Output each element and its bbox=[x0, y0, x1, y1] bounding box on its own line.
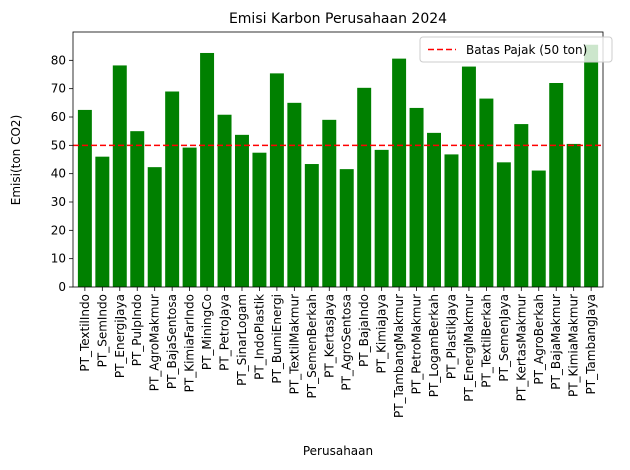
x-tick-label: PT_KertasJaya bbox=[322, 294, 336, 378]
bar bbox=[427, 132, 441, 287]
x-tick-label: PT_PetroJaya bbox=[218, 294, 232, 371]
y-tick-label: 80 bbox=[51, 53, 66, 67]
bar bbox=[461, 66, 476, 287]
x-tick-label: PT_IndoPlastik bbox=[252, 294, 266, 380]
legend-box bbox=[419, 36, 613, 63]
x-tick-label: PT_BajaSentosa bbox=[165, 294, 179, 389]
bar bbox=[409, 107, 424, 288]
x-tick-label: PT_KimiaMakmur bbox=[567, 294, 581, 397]
chart-title: Emisi Karbon Perusahaan 2024 bbox=[229, 11, 447, 27]
bar bbox=[531, 170, 546, 287]
x-tick-label: PT_BajaMakmur bbox=[549, 294, 563, 390]
x-tick-label: PT_BajaIndo bbox=[357, 294, 371, 367]
x-tick-label: PT_LogamBerkah bbox=[427, 294, 441, 397]
y-tick-label: 70 bbox=[51, 82, 66, 96]
x-tick-label: PT_SemIndo bbox=[95, 294, 109, 367]
y-tick-label: 10 bbox=[51, 252, 66, 266]
bar bbox=[357, 87, 372, 287]
x-tick-label: PT_EnergiJaya bbox=[113, 294, 127, 378]
x-tick-label: PT_PetroMakmur bbox=[410, 294, 424, 394]
bar bbox=[112, 65, 127, 288]
bar bbox=[147, 167, 162, 287]
bar bbox=[566, 143, 581, 287]
bar bbox=[200, 52, 215, 287]
bar bbox=[77, 109, 92, 287]
axes-frame bbox=[72, 31, 604, 288]
x-tick-label: PT_KertasMakmur bbox=[514, 294, 528, 401]
x-tick-label: PT_AgroBerkah bbox=[532, 294, 546, 385]
bar bbox=[182, 147, 197, 287]
x-tick-label: PT_TextilIndo bbox=[78, 294, 92, 372]
x-tick-label: PT_SinarLogam bbox=[235, 294, 249, 386]
bar bbox=[165, 91, 180, 287]
x-axis-label: Perusahaan bbox=[303, 444, 373, 458]
y-tick-label: 50 bbox=[51, 138, 66, 152]
x-tick-label: PT_MiningCo bbox=[200, 294, 214, 370]
bar bbox=[514, 124, 529, 287]
x-tick-label: PT_SemenJaya bbox=[497, 294, 511, 382]
y-tick-label: 0 bbox=[58, 280, 66, 294]
x-tick-label: PT_KimiaFarIndo bbox=[183, 294, 197, 392]
y-tick-label: 20 bbox=[51, 223, 66, 237]
y-tick-label: 40 bbox=[51, 167, 66, 181]
x-tick-label: PT_TextilMakmur bbox=[287, 294, 301, 394]
bar bbox=[130, 131, 145, 287]
bar bbox=[95, 156, 110, 287]
x-tick-label: PT_TambangJaya bbox=[584, 294, 598, 395]
x-tick-label: PT_KimiaJaya bbox=[375, 294, 389, 374]
x-tick-label: PT_EnergiMakmur bbox=[462, 294, 476, 402]
bar bbox=[339, 169, 354, 287]
y-axis-label: Emisi(ton CO2) bbox=[9, 115, 23, 205]
x-tick-label: PT_AgroMakmur bbox=[148, 294, 162, 391]
x-tick-label: PT_PulpIndo bbox=[130, 294, 144, 366]
x-tick-label: PT_TextilBerkah bbox=[479, 294, 493, 388]
legend: Batas Pajak (50 ton) bbox=[419, 36, 613, 63]
legend-label: Batas Pajak (50 ton) bbox=[466, 43, 587, 57]
x-tick-label: PT_AgroSentosa bbox=[340, 294, 354, 391]
bar bbox=[584, 44, 599, 287]
bar bbox=[304, 164, 319, 287]
bar bbox=[479, 98, 494, 287]
x-tick-label: PT_PlastikJaya bbox=[444, 294, 458, 379]
x-tick-label: PT_SemenBerkah bbox=[305, 294, 319, 399]
x-tick-label: PT_BumiEnergi bbox=[270, 294, 284, 384]
bar bbox=[392, 58, 407, 287]
bar bbox=[252, 152, 267, 287]
plot-area: PT_TextilIndo PT_SemIndo PT_EnergiJaya PT_P… bbox=[51, 31, 604, 418]
bar bbox=[235, 134, 249, 287]
bar bbox=[287, 102, 302, 287]
y-tick-label: 60 bbox=[51, 110, 66, 124]
y-tick-label: 30 bbox=[51, 195, 66, 209]
bar bbox=[269, 73, 284, 288]
bar bbox=[496, 162, 511, 287]
x-tick-label: PT_TambangMakmur bbox=[392, 294, 406, 418]
bar bbox=[374, 149, 389, 287]
bar bbox=[444, 154, 459, 287]
bar bbox=[549, 83, 564, 287]
bar bbox=[217, 114, 232, 287]
bar bbox=[322, 119, 337, 287]
